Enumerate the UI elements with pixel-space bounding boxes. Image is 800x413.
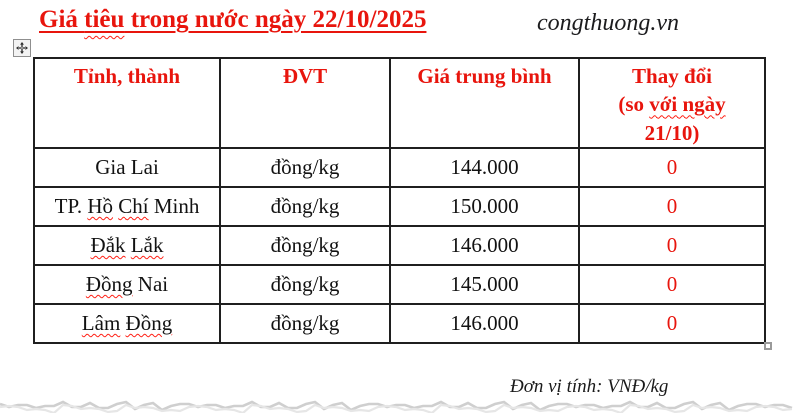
misspelling-squiggle: Hồ	[87, 194, 113, 219]
misspelling-squiggle: Lắk	[130, 233, 164, 258]
table-move-handle[interactable]	[13, 39, 31, 57]
change-cell: 0	[578, 264, 766, 306]
province-cell: Gia Lai	[33, 147, 221, 189]
misspelling-squiggle: tiêu	[84, 6, 125, 33]
table-row: Lâm Đồng đồng/kg 146.000 0	[33, 303, 766, 345]
avg-price-cell: 146.000	[389, 225, 580, 267]
avg-price-cell: 144.000	[389, 147, 580, 189]
text-segment: Minh	[148, 194, 200, 219]
table-row: Gia Lai đồng/kg 144.000 0	[33, 147, 766, 189]
text-segment: TP.	[54, 194, 88, 219]
text-segment: trong nước ngày 22/10/2025	[124, 6, 427, 33]
province-cell: Đồng Nai	[33, 264, 221, 306]
table-header: Tỉnh, thành ĐVT Giá trung bình Thay đổi …	[33, 56, 766, 150]
header-change-line-1: Thay đổi	[582, 62, 762, 90]
province-cell: Đắk Lắk	[33, 225, 221, 267]
header-change: Thay đổi (so với ngày 21/10)	[578, 56, 766, 150]
header-province: Tỉnh, thành	[33, 56, 221, 150]
text-segment: Giá	[39, 6, 85, 33]
misspelling-squiggle: Đồng	[85, 272, 133, 297]
province-cell: Lâm Đồng	[33, 303, 221, 345]
site-watermark: congthuong.vn	[537, 10, 679, 36]
change-cell: 0	[578, 147, 766, 189]
avg-price-cell: 146.000	[389, 303, 580, 345]
unit-cell: đồng/kg	[219, 225, 391, 267]
avg-price-cell: 145.000	[389, 264, 580, 306]
misspelling-squiggle: Đồng	[125, 311, 173, 336]
header-unit: ĐVT	[219, 56, 391, 150]
unit-note: Đơn vị tính: VNĐ/kg	[510, 376, 669, 397]
header-change-line-3: 21/10)	[582, 119, 762, 146]
table-row: Đắk Lắk đồng/kg 146.000 0	[33, 225, 766, 267]
text-segment: Thay đổi	[632, 64, 712, 88]
change-cell: 0	[578, 186, 766, 228]
header-row: Tỉnh, thành ĐVT Giá trung bình Thay đổi …	[33, 56, 766, 150]
torn-edge-decoration	[0, 400, 793, 413]
header-change-line-2: (so với ngày	[582, 90, 762, 118]
text-segment: (so	[618, 92, 650, 117]
unit-cell: đồng/kg	[219, 303, 391, 345]
unit-cell: đồng/kg	[219, 147, 391, 189]
page-title: Giá tiêu trong nước ngày 22/10/2025	[39, 6, 426, 34]
price-table: Tỉnh, thành ĐVT Giá trung bình Thay đổi …	[33, 56, 766, 345]
misspelling-squiggle: với ngày	[649, 92, 726, 117]
price-table-body: Gia Lai đồng/kg 144.000 0 TP. Hồ Chí Minh đồn…	[33, 147, 766, 345]
move-cross-icon	[16, 42, 28, 54]
misspelling-squiggle: Chí	[118, 194, 149, 219]
change-cell: 0	[578, 303, 766, 345]
change-cell: 0	[578, 225, 766, 267]
text-segment: Nai	[132, 272, 169, 297]
table-row: Đồng Nai đồng/kg 145.000 0	[33, 264, 766, 306]
text-segment: 21/10)	[644, 120, 700, 145]
misspelling-squiggle: Đắk	[90, 233, 126, 258]
province-cell: TP. Hồ Chí Minh	[33, 186, 221, 228]
unit-cell: đồng/kg	[219, 186, 391, 228]
unit-cell: đồng/kg	[219, 264, 391, 306]
table-row: TP. Hồ Chí Minh đồng/kg 150.000 0	[33, 186, 766, 228]
table-resize-handle[interactable]	[764, 342, 772, 350]
header-avg-price: Giá trung bình	[389, 56, 580, 150]
avg-price-cell: 150.000	[389, 186, 580, 228]
text-segment: Gia Lai	[95, 155, 159, 180]
misspelling-squiggle: Lâm	[81, 311, 121, 336]
